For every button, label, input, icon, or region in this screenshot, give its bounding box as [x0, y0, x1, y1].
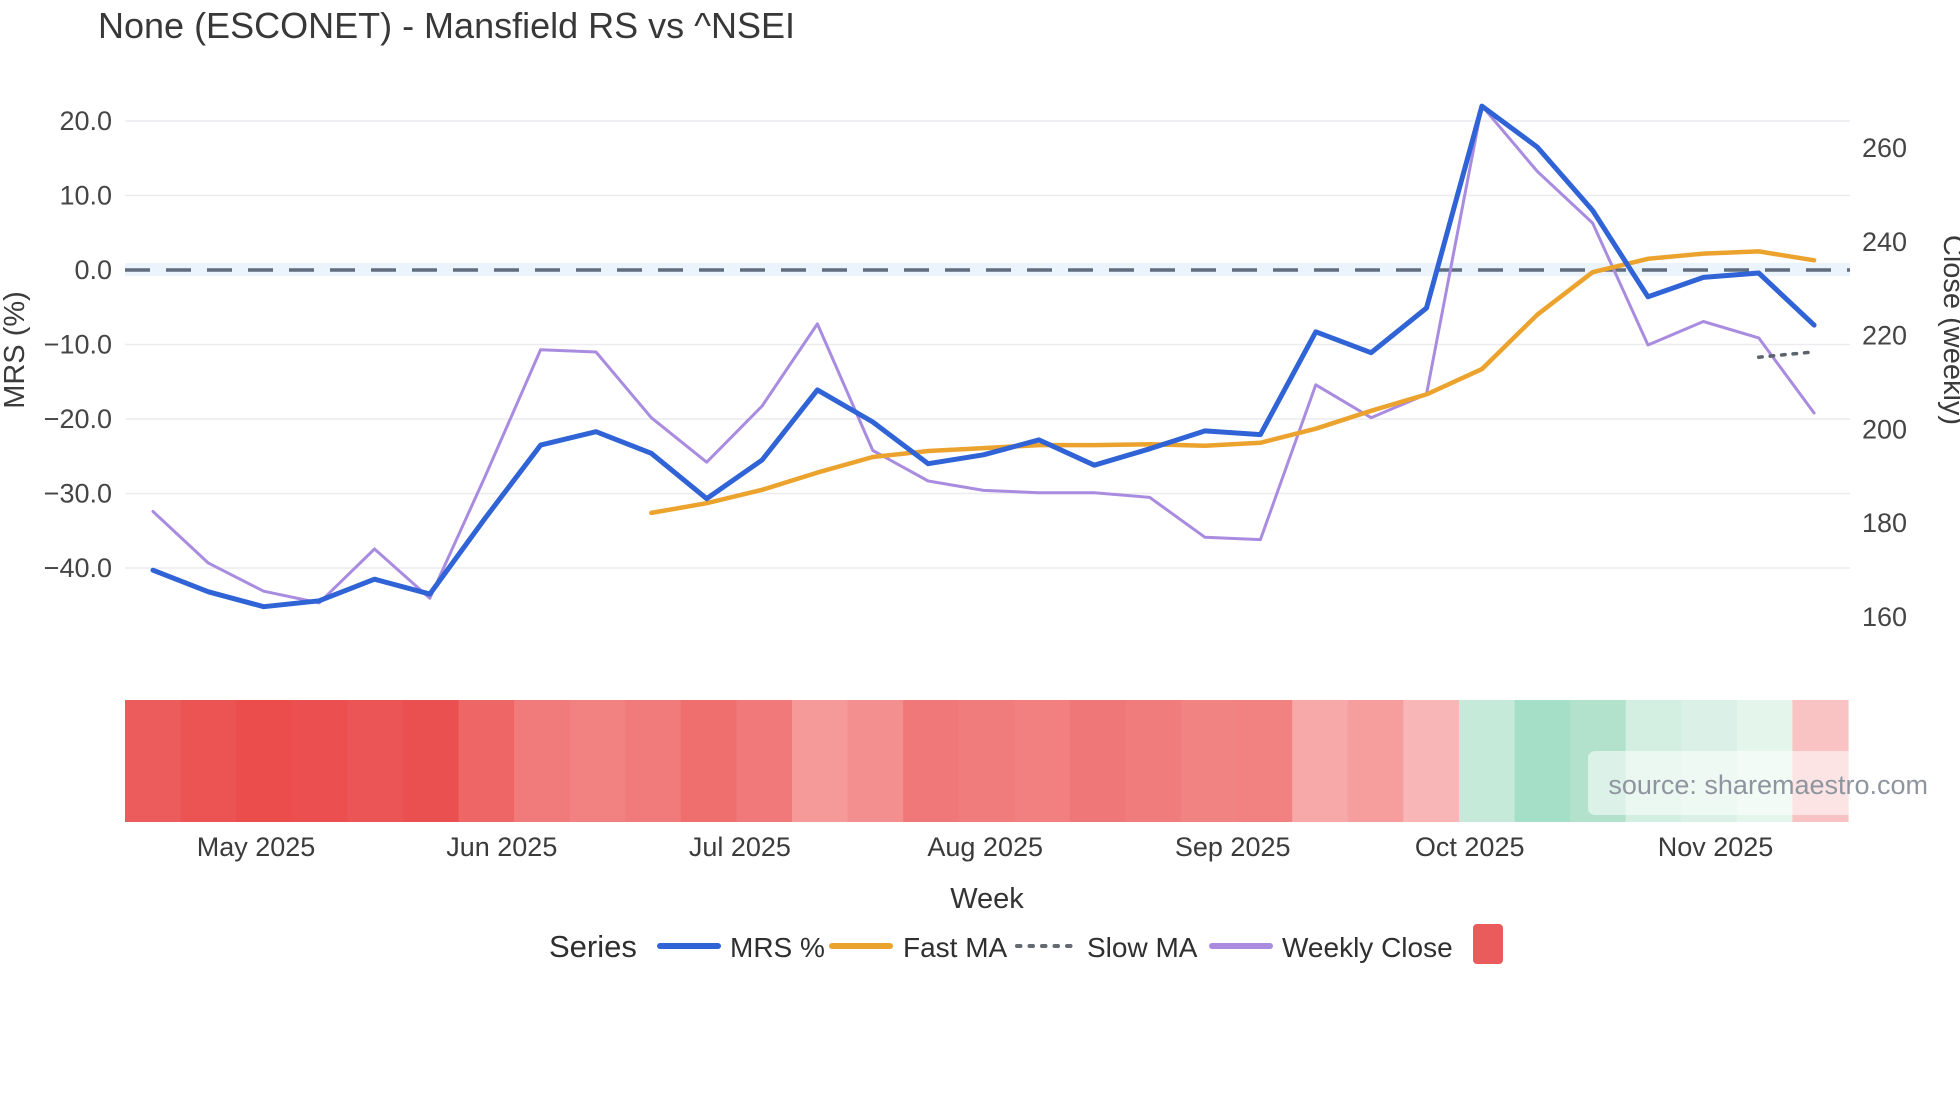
x-axis-month-label: Jul 2025 — [689, 832, 791, 862]
x-axis-month-label: Oct 2025 — [1415, 832, 1525, 862]
legend-heatmap-swatch — [1473, 924, 1503, 964]
heatmap-cell — [1014, 700, 1071, 822]
heatmap-cell — [791, 700, 849, 822]
left-axis-ticks: 20.0 10.0 0.0 −10.0 −20.0 −30.0 −40.0 — [44, 106, 112, 583]
left-axis-tick-label: −40.0 — [44, 553, 112, 583]
heatmap-cell — [1069, 700, 1127, 822]
heatmap-cell — [736, 700, 793, 822]
x-axis-month-label: Sep 2025 — [1175, 832, 1291, 862]
heatmap-cell — [180, 700, 237, 822]
heatmap-cell — [347, 700, 404, 822]
left-axis-title: MRS (%) — [0, 291, 31, 409]
x-axis-month-labels: May 2025 Jun 2025 Jul 2025 Aug 2025 Sep 2025… — [197, 832, 1774, 862]
heatmap-cell — [1181, 700, 1238, 822]
legend-series-label: Series — [549, 929, 637, 964]
heatmap-cell — [1292, 700, 1349, 822]
legend-item-label: Weekly Close — [1282, 932, 1453, 963]
legend-item-fast-ma[interactable]: Fast MA — [829, 932, 1008, 963]
right-axis-tick-label: 260 — [1862, 133, 1907, 163]
heatmap-cell — [458, 700, 515, 822]
legend-item-mrs-[interactable]: MRS % — [657, 932, 825, 963]
x-axis-month-label: Jun 2025 — [446, 832, 557, 862]
series-weekly-close-line — [151, 104, 1816, 605]
heatmap-cell — [1514, 700, 1571, 822]
series-mrs-line — [150, 103, 1817, 610]
x-axis-title: Week — [950, 883, 1024, 915]
right-axis-tick-label: 240 — [1862, 227, 1907, 257]
heatmap-cell — [1236, 700, 1293, 822]
left-axis-tick-label: −30.0 — [44, 479, 112, 509]
left-axis-tick-label: 20.0 — [59, 106, 112, 136]
heatmap-cell — [291, 700, 348, 822]
left-axis-tick-label: −10.0 — [44, 330, 112, 360]
heatmap-cell — [125, 700, 182, 822]
source-watermark-background — [1588, 751, 1942, 815]
legend-item-weekly-close[interactable]: Weekly Close — [1209, 932, 1453, 963]
left-axis-tick-label: −20.0 — [44, 404, 112, 434]
legend-item-label: MRS % — [730, 932, 825, 963]
legend-item-slow-ma[interactable]: Slow MA — [1015, 932, 1198, 963]
right-axis-title: Close (weekly) — [1937, 235, 1960, 425]
heatmap-cell — [569, 700, 626, 822]
gridlines — [125, 120, 1850, 569]
legend-item-label: Fast MA — [903, 932, 1008, 963]
source-watermark-text: source: sharemaestro.com — [1608, 770, 1928, 800]
heatmap-cell — [680, 700, 737, 822]
legend: Series MRS % Fast MA Slow MA Weekly Close — [549, 924, 1503, 964]
series-slow-ma-line — [1756, 350, 1816, 359]
right-axis-ticks: 260 240 220 200 180 160 — [1862, 133, 1907, 632]
series-fast-ma-line — [649, 249, 1817, 516]
right-axis-tick-label: 200 — [1862, 414, 1907, 444]
heatmap-cell — [514, 700, 571, 822]
chart-title: None (ESCONET) - Mansfield RS vs ^NSEI — [98, 5, 795, 46]
right-axis-tick-label: 160 — [1862, 602, 1907, 632]
heatmap-cell — [1403, 700, 1460, 822]
legend-item-label: Slow MA — [1087, 932, 1198, 963]
heatmap-cell — [958, 700, 1015, 822]
heatmap-cell — [1347, 700, 1404, 822]
left-axis-tick-label: 0.0 — [74, 255, 112, 285]
heatmap-cell — [1125, 700, 1182, 822]
left-axis-tick-label: 10.0 — [59, 181, 112, 211]
heatmap-cell — [847, 700, 904, 822]
x-axis-month-label: Aug 2025 — [927, 832, 1043, 862]
series-layer — [150, 103, 1817, 610]
heatmap-cell — [903, 700, 960, 822]
heatmap-cell — [236, 700, 293, 822]
x-axis-month-label: Nov 2025 — [1658, 832, 1774, 862]
heatmap-cell — [1458, 700, 1516, 822]
right-axis-tick-label: 220 — [1862, 321, 1907, 351]
right-axis-tick-label: 180 — [1862, 508, 1907, 538]
heatmap-strip — [125, 700, 1849, 822]
legend-item-heatmap[interactable] — [1473, 924, 1503, 964]
heatmap-cell — [625, 700, 682, 822]
source-watermark: source: sharemaestro.com — [1588, 751, 1942, 815]
heatmap-cell — [402, 700, 460, 822]
x-axis-month-label: May 2025 — [197, 832, 316, 862]
